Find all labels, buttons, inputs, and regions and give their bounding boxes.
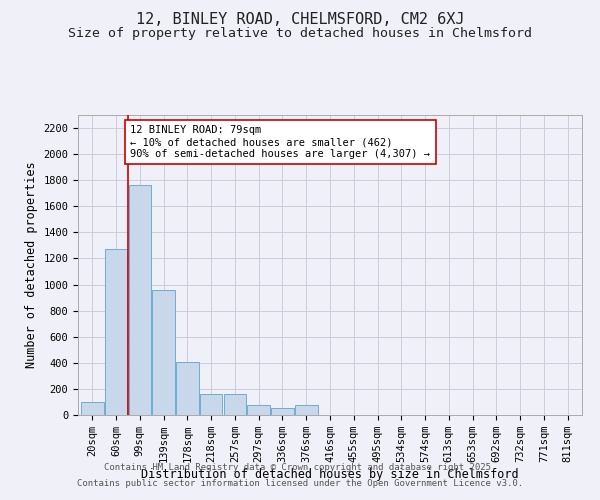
Bar: [271, 408, 294, 415]
Bar: [105, 250, 127, 415]
Bar: [224, 394, 246, 415]
Bar: [81, 402, 104, 415]
Y-axis label: Number of detached properties: Number of detached properties: [25, 162, 38, 368]
Bar: [176, 362, 199, 415]
Text: 12 BINLEY ROAD: 79sqm
← 10% of detached houses are smaller (462)
90% of semi-det: 12 BINLEY ROAD: 79sqm ← 10% of detached …: [130, 126, 430, 158]
Bar: [247, 405, 270, 415]
Bar: [152, 290, 175, 415]
Text: 12, BINLEY ROAD, CHELMSFORD, CM2 6XJ: 12, BINLEY ROAD, CHELMSFORD, CM2 6XJ: [136, 12, 464, 28]
Text: Contains HM Land Registry data © Crown copyright and database right 2025.: Contains HM Land Registry data © Crown c…: [104, 464, 496, 472]
Bar: [295, 405, 317, 415]
X-axis label: Distribution of detached houses by size in Chelmsford: Distribution of detached houses by size …: [141, 468, 519, 481]
Bar: [128, 186, 151, 415]
Text: Contains public sector information licensed under the Open Government Licence v3: Contains public sector information licen…: [77, 478, 523, 488]
Text: Size of property relative to detached houses in Chelmsford: Size of property relative to detached ho…: [68, 28, 532, 40]
Bar: [200, 394, 223, 415]
